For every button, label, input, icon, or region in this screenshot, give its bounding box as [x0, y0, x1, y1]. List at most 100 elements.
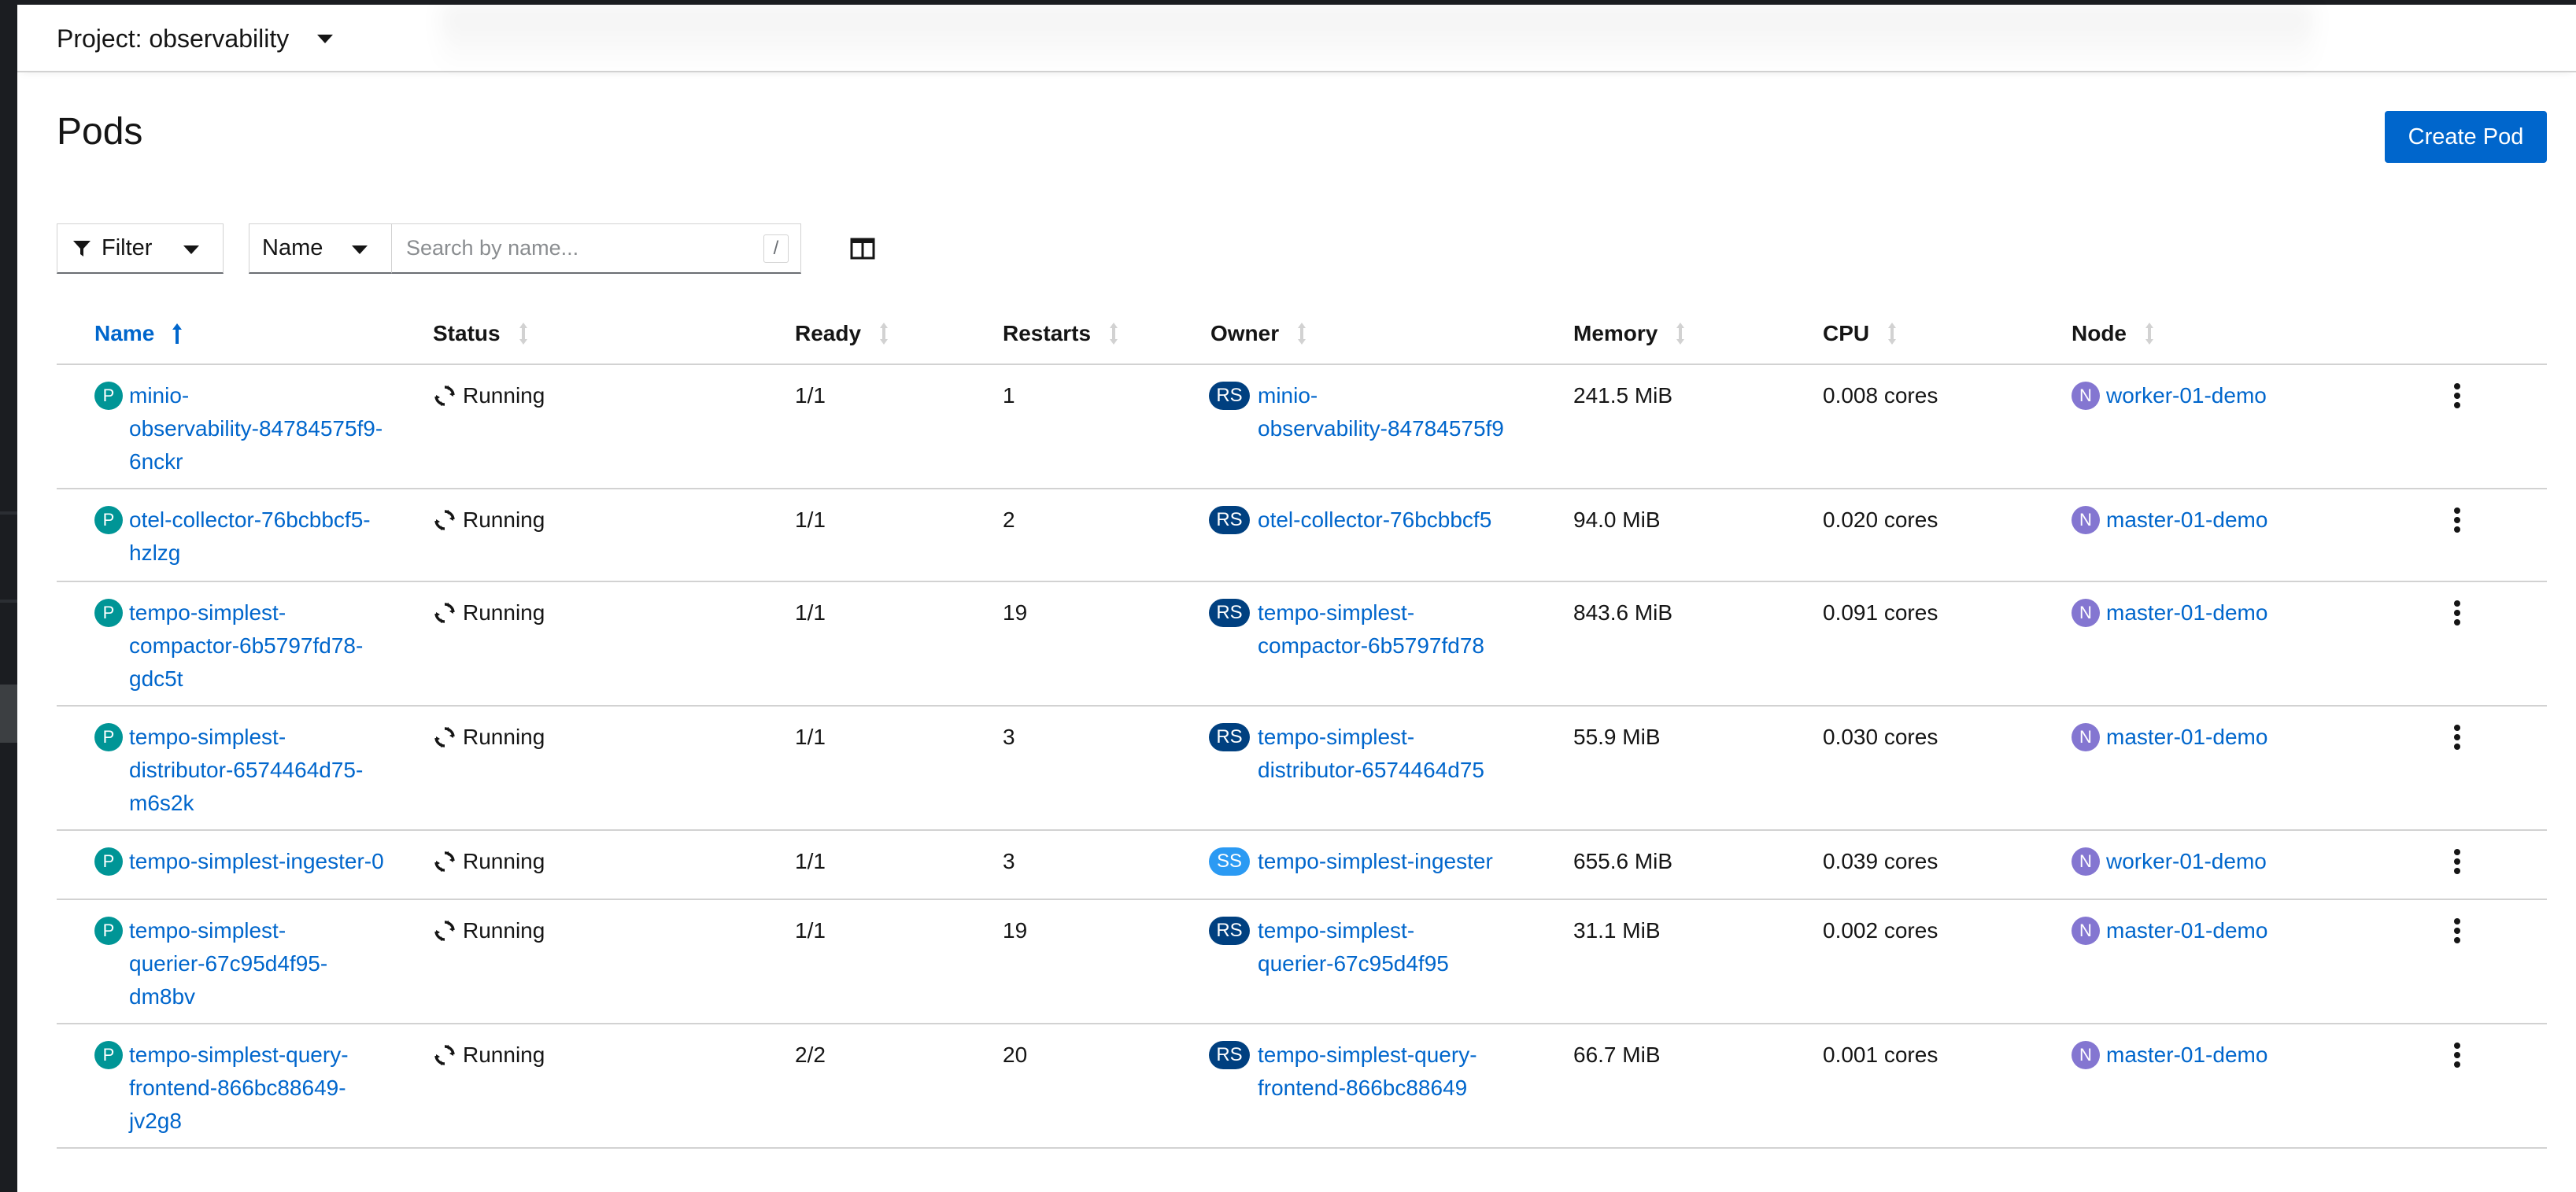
owner-link[interactable]: tempo-simplest-query-frontend-866bc88649: [1258, 1039, 1477, 1105]
pod-name-link[interactable]: tempo-simplest-distributor-6574464d75- m6…: [129, 721, 363, 820]
pod-status: Running: [463, 600, 545, 625]
node-badge-icon: N: [2072, 723, 2100, 751]
pod-name-link[interactable]: tempo-simplest-compactor-6b5797fd78- gdc5…: [129, 596, 363, 696]
owner-kind-badge-icon: RS: [1209, 723, 1250, 751]
columns-manage-icon[interactable]: [848, 234, 877, 263]
node-link[interactable]: worker-01-demo: [2106, 383, 2267, 408]
kebab-menu-icon[interactable]: [2452, 848, 2462, 875]
left-nav-rail: [0, 0, 17, 1192]
owner-kind-badge-icon: RS: [1209, 917, 1250, 945]
column-header-cpu[interactable]: CPU: [1823, 321, 1898, 346]
pod-status: Running: [463, 849, 545, 873]
create-pod-button[interactable]: Create Pod: [2385, 111, 2547, 163]
column-header-restarts[interactable]: Restarts: [1003, 321, 1119, 346]
pod-name-link[interactable]: minio-observability-84784575f9- 6nckr: [129, 379, 383, 478]
kebab-menu-icon[interactable]: [2452, 724, 2462, 751]
owner-link-line: tempo-simplest-: [1258, 600, 1415, 625]
owner-link[interactable]: tempo-simplest-distributor-6574464d75: [1258, 721, 1484, 787]
pod-badge-icon: P: [94, 506, 123, 534]
owner-kind-badge-icon: SS: [1209, 847, 1250, 876]
pod-badge-icon: P: [94, 382, 123, 410]
pod-status: Running: [463, 918, 545, 943]
column-header-label: Owner: [1210, 321, 1280, 345]
pod-name-link[interactable]: tempo-simplest-ingester-0: [129, 845, 384, 878]
owner-link-line: otel-collector-76bcbbcf5: [1258, 507, 1492, 532]
owner-link[interactable]: minio-observability-84784575f9: [1258, 379, 1504, 445]
pod-name-link[interactable]: otel-collector-76bcbbcf5- hzlzg: [129, 504, 371, 570]
pod-name-link-line: tempo-simplest-query-: [129, 1043, 349, 1067]
sync-icon: [434, 727, 455, 747]
column-header-owner[interactable]: Owner: [1210, 321, 1307, 346]
column-header-ready[interactable]: Ready: [795, 321, 889, 346]
pod-status: Running: [463, 383, 545, 408]
kebab-menu-icon[interactable]: [2452, 917, 2462, 944]
owner-link[interactable]: tempo-simplest-compactor-6b5797fd78: [1258, 596, 1484, 662]
column-header-label: Name: [94, 321, 155, 345]
pod-memory: 94.0 MiB: [1573, 507, 1661, 532]
sync-icon: [434, 603, 455, 623]
pod-memory: 241.5 MiB: [1573, 383, 1673, 408]
column-header-node[interactable]: Node: [2072, 321, 2155, 346]
owner-kind-badge-icon: RS: [1209, 382, 1250, 410]
node-link[interactable]: worker-01-demo: [2106, 849, 2267, 873]
column-header-status[interactable]: Status: [433, 321, 529, 346]
column-header-name[interactable]: Name: [94, 321, 183, 346]
pod-ready: 1/1: [795, 507, 826, 532]
pod-cpu: 0.008 cores: [1823, 383, 1938, 408]
pod-name-link-line: compactor-6b5797fd78-: [129, 633, 364, 658]
node-link[interactable]: master-01-demo: [2106, 507, 2268, 532]
sort-icon: [1888, 323, 1897, 345]
sync-icon: [434, 851, 455, 872]
pod-name-link-line: tempo-simplest-ingester-0: [129, 849, 384, 873]
owner-link[interactable]: tempo-simplest-ingester: [1258, 845, 1493, 878]
node-link[interactable]: master-01-demo: [2106, 600, 2268, 625]
column-header-label: Restarts: [1003, 321, 1092, 345]
column-header-label: Memory: [1573, 321, 1658, 345]
node-link[interactable]: master-01-demo: [2106, 725, 2268, 749]
node-link[interactable]: master-01-demo: [2106, 918, 2268, 943]
pod-name-link[interactable]: tempo-simplest-querier-67c95d4f95- dm8bv: [129, 914, 327, 1013]
pod-badge-icon: P: [94, 847, 123, 876]
column-header-label: Node: [2072, 321, 2127, 345]
pod-ready: 1/1: [795, 918, 826, 943]
kebab-menu-icon[interactable]: [2452, 1042, 2462, 1068]
sync-icon: [434, 921, 455, 941]
pod-name-link[interactable]: tempo-simplest-query-frontend-866bc88649…: [129, 1039, 349, 1138]
pod-name-link-line: dm8bv: [129, 984, 196, 1009]
pod-cpu: 0.001 cores: [1823, 1043, 1938, 1067]
kebab-menu-icon[interactable]: [2452, 382, 2462, 409]
column-header-label: CPU: [1823, 321, 1870, 345]
sync-icon: [434, 510, 455, 530]
pod-ready: 1/1: [795, 725, 826, 749]
owner-link[interactable]: otel-collector-76bcbbcf5: [1258, 504, 1491, 537]
filter-attribute-select[interactable]: Name: [249, 223, 392, 274]
pod-name-link-line: tempo-simplest-: [129, 918, 286, 943]
project-selector[interactable]: Project: observability: [57, 20, 334, 57]
project-bar: Project: observability: [17, 5, 2576, 72]
owner-link[interactable]: tempo-simplest-querier-67c95d4f95: [1258, 914, 1449, 980]
nav-active-item[interactable]: [0, 685, 17, 743]
pod-restarts: 20: [1003, 1043, 1028, 1067]
pod-badge-icon: P: [94, 723, 123, 751]
column-header-label: Status: [433, 321, 501, 345]
window-top-border: [0, 0, 2576, 5]
pod-cpu: 0.039 cores: [1823, 849, 1938, 873]
pod-restarts: 19: [1003, 600, 1028, 625]
kebab-menu-icon[interactable]: [2452, 507, 2462, 533]
filter-icon: [73, 240, 91, 256]
search-input[interactable]: [392, 223, 801, 274]
kebab-menu-icon[interactable]: [2452, 600, 2462, 626]
nav-divider: [0, 600, 17, 603]
sort-icon: [1110, 323, 1118, 345]
filter-dropdown[interactable]: Filter: [57, 223, 224, 274]
caret-down-icon: [183, 245, 199, 254]
node-link[interactable]: master-01-demo: [2106, 1043, 2268, 1067]
nav-divider: [0, 511, 17, 515]
pod-badge-icon: P: [94, 917, 123, 945]
node-badge-icon: N: [2072, 599, 2100, 627]
owner-link-line: tempo-simplest-query-: [1258, 1043, 1477, 1067]
column-header-memory[interactable]: Memory: [1573, 321, 1686, 346]
